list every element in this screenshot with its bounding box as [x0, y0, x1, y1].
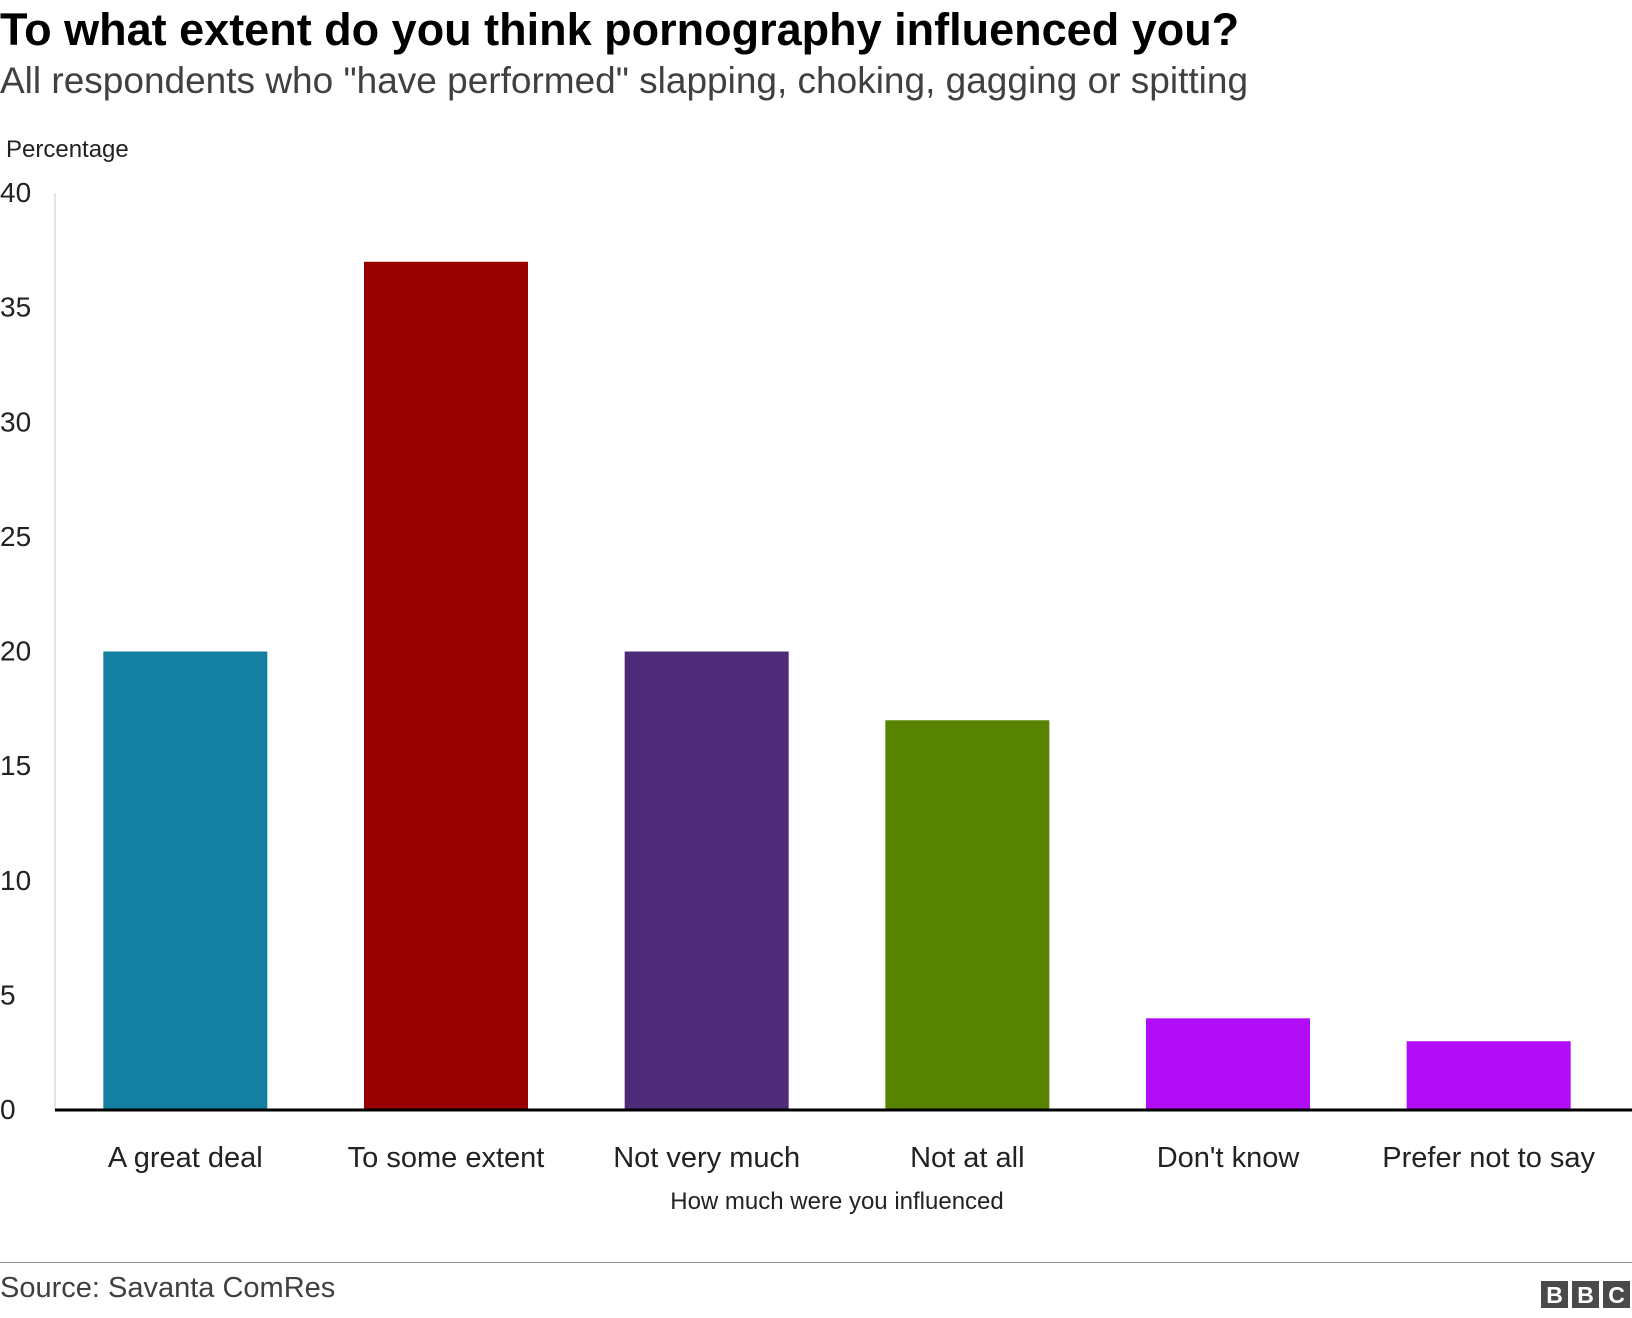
bar	[1406, 1041, 1571, 1110]
y-tick-label: 35	[0, 292, 31, 323]
x-axis-label: How much were you influenced	[670, 1188, 1004, 1215]
y-tick-label: 15	[0, 750, 31, 781]
y-tick-label: 25	[0, 521, 31, 552]
chart-title: To what extent do you think pornography …	[0, 4, 1240, 55]
chart-subtitle: All respondents who "have performed" sla…	[0, 60, 1249, 101]
footer-divider	[0, 1262, 1632, 1263]
logo-letter-b2: B	[1572, 1281, 1599, 1308]
y-tick-label: 30	[0, 406, 31, 437]
bar	[103, 651, 268, 1110]
y-tick-label: 10	[0, 865, 31, 896]
logo-letter-c: C	[1603, 1281, 1630, 1308]
bars	[103, 261, 1571, 1110]
x-tick-label: To some extent	[348, 1142, 545, 1174]
x-tick-label: Not at all	[910, 1142, 1024, 1174]
y-tick-label: 5	[0, 979, 16, 1010]
x-tick-label: Not very much	[613, 1142, 800, 1174]
y-axis: 0 5 10 15 20 25 30 35 40	[0, 177, 56, 1125]
y-tick-label: 0	[0, 1094, 16, 1125]
bar	[364, 261, 528, 1110]
bbc-logo: B B C	[1541, 1281, 1630, 1308]
y-tick-label: 20	[0, 636, 31, 667]
y-axis-label: Percentage	[6, 136, 129, 163]
bar	[624, 651, 789, 1110]
bar	[885, 720, 1050, 1110]
x-tick-label: Don't know	[1157, 1142, 1301, 1174]
source-note: Source: Savanta ComRes	[0, 1272, 336, 1304]
logo-letter-b1: B	[1541, 1281, 1568, 1308]
y-tick-label: 40	[0, 177, 31, 208]
x-axis: A great deal To some extent Not very much N…	[55, 1108, 1632, 1174]
x-tick-label: Prefer not to say	[1382, 1142, 1595, 1174]
x-tick-label: A great deal	[108, 1142, 263, 1174]
bar	[1146, 1018, 1310, 1110]
